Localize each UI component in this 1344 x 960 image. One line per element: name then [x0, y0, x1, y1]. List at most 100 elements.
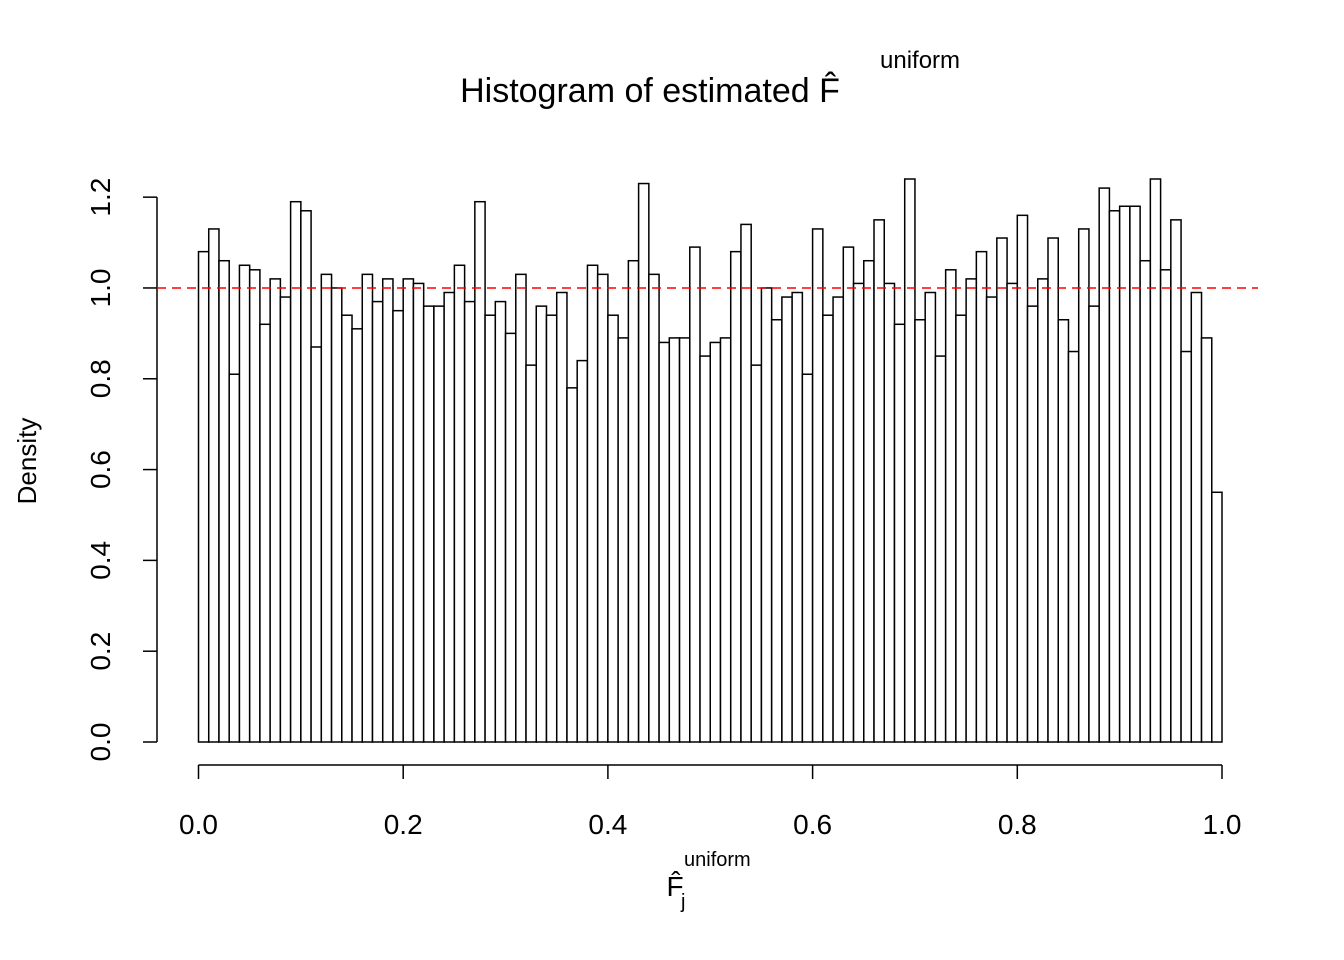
bar: [985, 296, 998, 743]
bar: [596, 273, 609, 743]
bar: [310, 346, 323, 743]
bar: [729, 250, 742, 743]
bar: [371, 300, 384, 743]
chart-title: Histogram of estimated F̂: [460, 71, 840, 110]
chart-title-superscript: uniform: [880, 47, 960, 74]
bar: [607, 314, 619, 743]
x-axis-label-superscript: uniform: [684, 849, 751, 871]
bar: [525, 364, 538, 743]
bar: [903, 178, 916, 743]
bar: [197, 250, 210, 743]
bar: [1200, 337, 1213, 743]
bar: [770, 319, 783, 743]
bar: [1170, 219, 1182, 743]
bar: [341, 314, 353, 743]
bar: [842, 246, 855, 743]
bar: [361, 273, 374, 743]
bar: [975, 250, 988, 743]
bar: [1077, 228, 1090, 743]
bar: [1211, 491, 1223, 743]
bar: [1037, 278, 1049, 743]
bar: [781, 296, 793, 743]
bar: [750, 364, 763, 743]
bar: [1159, 269, 1172, 743]
bar: [1118, 205, 1131, 743]
x-tick-label: 0.6: [793, 809, 832, 840]
bar: [863, 259, 875, 743]
bar: [494, 300, 507, 743]
bar: [791, 291, 804, 743]
bar: [504, 332, 517, 743]
bar: [832, 296, 845, 743]
bar: [330, 287, 343, 743]
bar: [740, 223, 752, 743]
bar: [1129, 205, 1141, 743]
bar: [269, 278, 282, 743]
bar: [944, 269, 957, 743]
bar: [535, 305, 548, 743]
bar: [392, 309, 404, 743]
bar: [1006, 282, 1019, 743]
bar: [1108, 210, 1121, 743]
bar: [259, 323, 271, 743]
bar: [586, 264, 599, 743]
bar: [443, 291, 456, 743]
bar: [637, 182, 650, 743]
bar: [668, 337, 681, 743]
bar: [1180, 350, 1193, 743]
bar: [433, 305, 445, 743]
bar: [381, 278, 394, 743]
bar: [463, 300, 476, 743]
bar: [1016, 214, 1029, 743]
y-tick-label: 0.2: [85, 632, 116, 671]
bar: [1057, 319, 1070, 743]
bar: [320, 273, 333, 743]
bar: [1149, 178, 1162, 743]
y-tick-label: 0.6: [85, 450, 116, 489]
x-axis-label: F̂: [666, 871, 683, 902]
bar: [719, 337, 732, 743]
bar: [709, 341, 722, 743]
bar: [914, 319, 926, 743]
x-tick-label: 0.8: [998, 809, 1037, 840]
bar: [883, 282, 896, 743]
y-tick-label: 0.4: [85, 541, 116, 580]
bar: [627, 259, 640, 743]
y-tick-label: 0.0: [85, 723, 116, 762]
bar: [699, 355, 712, 743]
bar: [1088, 305, 1100, 743]
bar: [760, 287, 773, 743]
bar: [1098, 187, 1111, 743]
bar: [576, 359, 589, 743]
bar: [412, 282, 425, 743]
bar: [955, 314, 967, 743]
bar: [351, 328, 364, 743]
bar: [924, 291, 937, 743]
bar: [453, 264, 466, 743]
bar: [238, 264, 251, 743]
bar: [515, 273, 527, 743]
bar: [555, 291, 568, 743]
bar: [648, 273, 660, 743]
bar: [484, 314, 497, 743]
bar: [965, 278, 978, 743]
bar: [996, 237, 1008, 743]
bar: [289, 200, 302, 743]
bar: [545, 314, 558, 743]
bar: [689, 246, 701, 743]
y-tick-label: 0.8: [85, 359, 116, 398]
bar: [617, 337, 630, 743]
bar: [811, 228, 824, 743]
bar: [402, 278, 415, 743]
y-axis-label: Density: [12, 418, 42, 505]
bar: [1047, 237, 1059, 743]
bar: [1190, 291, 1203, 743]
bar: [228, 373, 241, 743]
bar: [852, 282, 865, 743]
bar: [422, 305, 435, 743]
bar: [658, 341, 671, 743]
bar: [248, 269, 261, 743]
bar: [1067, 350, 1080, 743]
y-tick-label: 1.0: [85, 268, 116, 307]
